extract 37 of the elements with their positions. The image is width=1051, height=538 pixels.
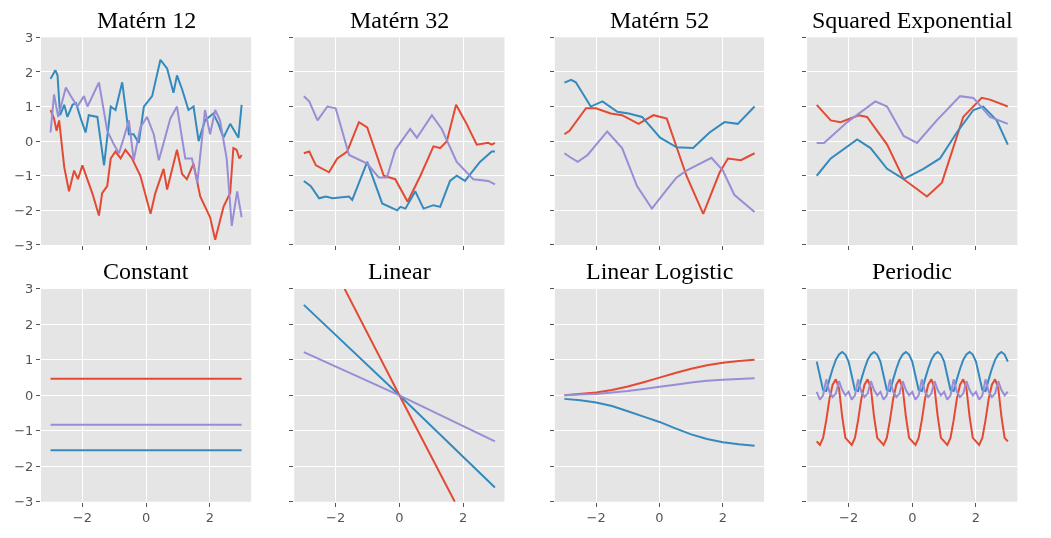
line-series — [49, 81, 243, 227]
chart-title: Periodic — [872, 258, 952, 284]
x-tick-label: −2 — [586, 510, 606, 526]
x-tick-label: 0 — [141, 510, 151, 526]
y-tick-label: −2 — [14, 202, 34, 218]
chart-title: Constant — [103, 258, 189, 284]
x-tick-label: −2 — [326, 510, 346, 526]
chart-title: Squared Exponential — [812, 7, 1013, 33]
y-tick-label: 0 — [25, 133, 34, 149]
y-tick-label: 3 — [25, 281, 34, 297]
x-tick-label: 0 — [395, 510, 404, 526]
y-tick-label: 1 — [25, 99, 34, 115]
chart-title: Linear Logistic — [586, 258, 734, 284]
line-series — [49, 58, 243, 167]
y-tick-label: 0 — [25, 387, 34, 403]
x-tick-label: 2 — [718, 510, 728, 526]
y-tick-label: 2 — [25, 64, 34, 80]
y-tick-label: 2 — [25, 316, 34, 332]
y-tick-label: −1 — [14, 423, 34, 439]
y-tick-label: 3 — [25, 29, 34, 45]
chart-title: Linear — [368, 258, 431, 284]
y-tick-label: 1 — [25, 352, 34, 368]
chart-title: Matérn 12 — [97, 7, 197, 33]
y-tick-label: −3 — [14, 237, 34, 253]
y-tick-label: −2 — [14, 458, 34, 474]
y-tick-label: −3 — [14, 494, 34, 510]
chart-title: Matérn 52 — [610, 7, 710, 33]
x-tick-label: 0 — [908, 510, 917, 526]
x-tick-label: 2 — [971, 510, 981, 526]
y-tick-label: −1 — [14, 168, 34, 184]
x-tick-label: 2 — [458, 510, 468, 526]
x-tick-label: 2 — [205, 510, 214, 526]
line-series — [49, 109, 243, 241]
chart-title: Matérn 32 — [350, 7, 450, 33]
x-tick-label: 0 — [655, 510, 664, 526]
x-tick-label: −2 — [838, 510, 859, 526]
x-tick-label: −2 — [72, 510, 92, 526]
